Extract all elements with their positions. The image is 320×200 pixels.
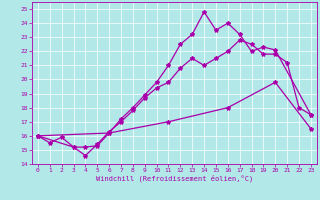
- X-axis label: Windchill (Refroidissement éolien,°C): Windchill (Refroidissement éolien,°C): [96, 175, 253, 182]
